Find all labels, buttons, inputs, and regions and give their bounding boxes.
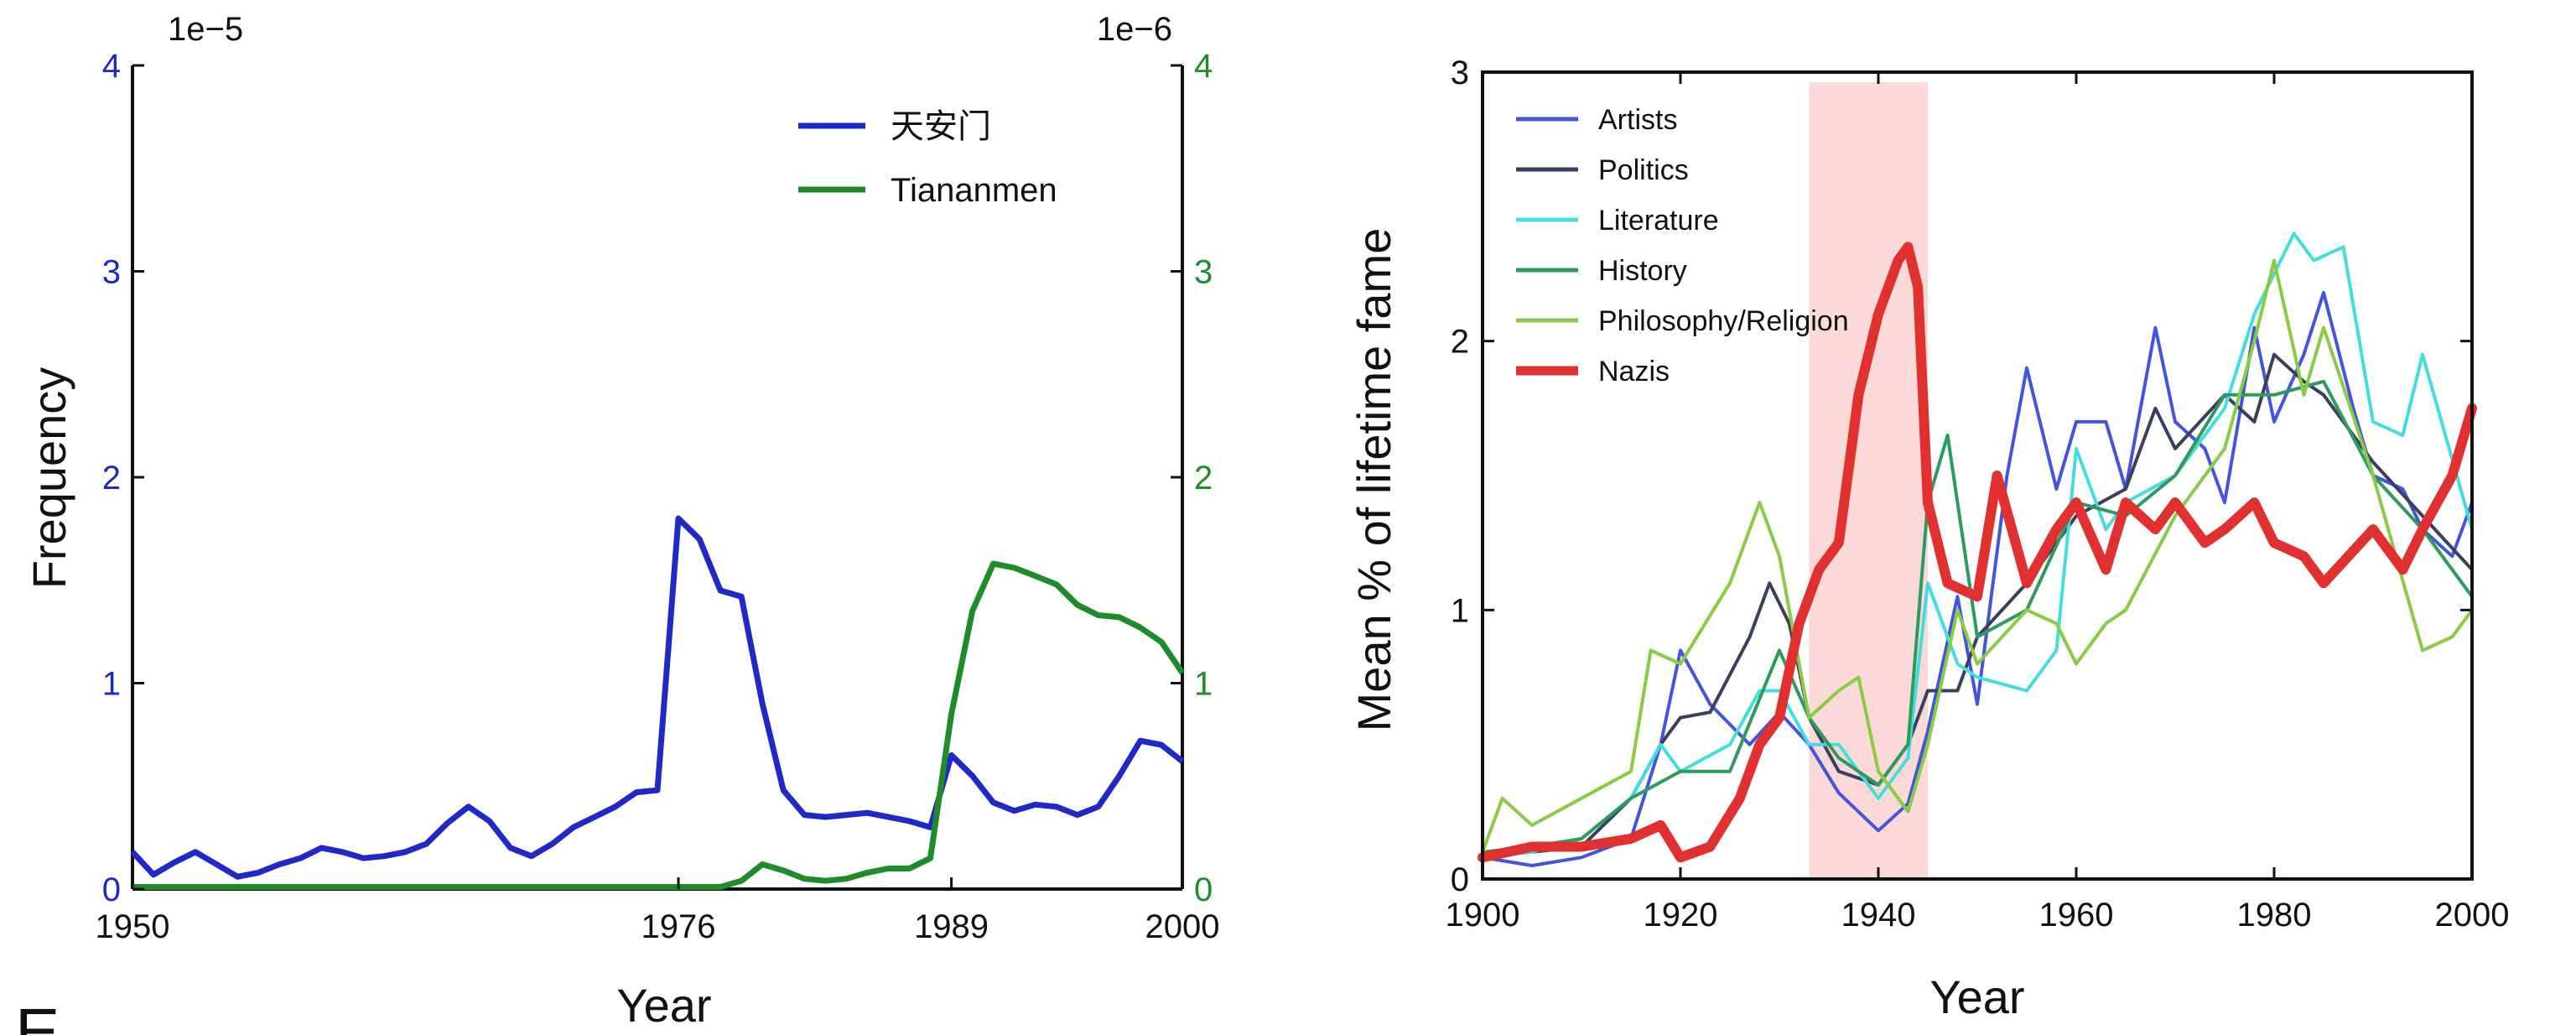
- left-xlabel: Year: [616, 979, 711, 1032]
- ytick-label: 0: [1451, 861, 1469, 898]
- right-series-group: [1478, 231, 2477, 867]
- legend-label-literature: Literature: [1598, 205, 1719, 237]
- legend-label-artists: Artists: [1598, 104, 1677, 136]
- right-ylabel: Mean % of lifetime fame: [1348, 228, 1400, 732]
- legend-label-tiananmen: Tiananmen: [891, 172, 1057, 209]
- ytick-label-left: 1: [102, 666, 121, 703]
- series-line-tiananmen-cn: [130, 515, 1185, 880]
- legend-label-nazis: Nazis: [1598, 356, 1670, 387]
- left-xticks: 1950 1976 1989 2000: [96, 877, 1220, 945]
- xtick-label: 1989: [914, 908, 989, 945]
- series-line-literature: [1481, 231, 2474, 860]
- ytick-label-right: 2: [1194, 460, 1213, 497]
- legend-label-history: History: [1598, 255, 1687, 287]
- xtick-label: 1940: [1841, 897, 1916, 934]
- xtick-label: 1920: [1644, 897, 1718, 934]
- series-line-history: [1481, 379, 2474, 854]
- ytick-label-right: 4: [1194, 48, 1213, 85]
- xtick-label: 1980: [2237, 897, 2312, 934]
- shaded-region: [1809, 82, 1928, 879]
- left-legend: 天安门 Tiananmen: [798, 108, 1057, 209]
- figure-letter: E: [15, 995, 60, 1035]
- right-chart: 0 1 2 3 1900 1920 1940 1960 1980 2000 Mean % of …: [1348, 55, 2509, 1023]
- xtick-label: 1960: [2039, 897, 2114, 934]
- series-line-politics: [1481, 352, 2474, 854]
- left-ylabel: Frequency: [23, 367, 75, 590]
- xtick-label: 1950: [96, 908, 170, 945]
- right-plot-frame: [1481, 70, 2474, 881]
- ytick-label-left: 2: [102, 460, 121, 497]
- series-line-nazis: [1478, 242, 2477, 863]
- right-yticks: 0 1 2 3: [1451, 55, 2472, 898]
- series-line-philosophy-religion: [1481, 258, 2474, 854]
- ytick-label-right: 0: [1194, 871, 1213, 908]
- legend-label-philosophy: Philosophy/Religion: [1598, 305, 1849, 337]
- ytick-label: 2: [1451, 324, 1469, 361]
- xtick-label: 1976: [641, 908, 716, 945]
- ytick-label-left: 3: [102, 254, 121, 291]
- xtick-label: 1900: [1446, 897, 1520, 934]
- left-exponent-left: 1e−5: [168, 11, 243, 48]
- left-exponent-right: 1e−6: [1097, 11, 1172, 48]
- series-line-tiananmen: [132, 560, 1185, 890]
- ytick-label-left: 4: [102, 48, 121, 85]
- ytick-label-right: 1: [1194, 666, 1213, 703]
- ytick-label: 3: [1451, 55, 1469, 91]
- xtick-label: 2000: [2435, 897, 2510, 934]
- legend-label-politics: Politics: [1598, 154, 1689, 186]
- left-yticks-left: 0 1 2 3 4: [102, 48, 144, 908]
- xtick-label: 2000: [1145, 908, 1220, 945]
- ytick-label-right: 3: [1194, 254, 1213, 291]
- left-chart: 0 1 2 3 4 0 1 2 3 4 1950 1976 1989 2000 1e−5 1e−6 F…: [23, 11, 1219, 1032]
- legend-label-tiananmen-cn: 天安门: [891, 108, 991, 145]
- right-xticks: 1900 1920 1940 1960 1980 2000: [1446, 72, 2510, 934]
- right-legend: Artists Politics Literature History Phil…: [1516, 104, 1849, 387]
- ytick-label-left: 0: [102, 871, 121, 908]
- left-yticks-right: 0 1 2 3 4: [1171, 48, 1213, 908]
- right-xlabel: Year: [1929, 970, 2024, 1023]
- series-line-artists: [1481, 290, 2474, 867]
- left-series-group: [130, 515, 1185, 890]
- ytick-label: 1: [1451, 592, 1469, 629]
